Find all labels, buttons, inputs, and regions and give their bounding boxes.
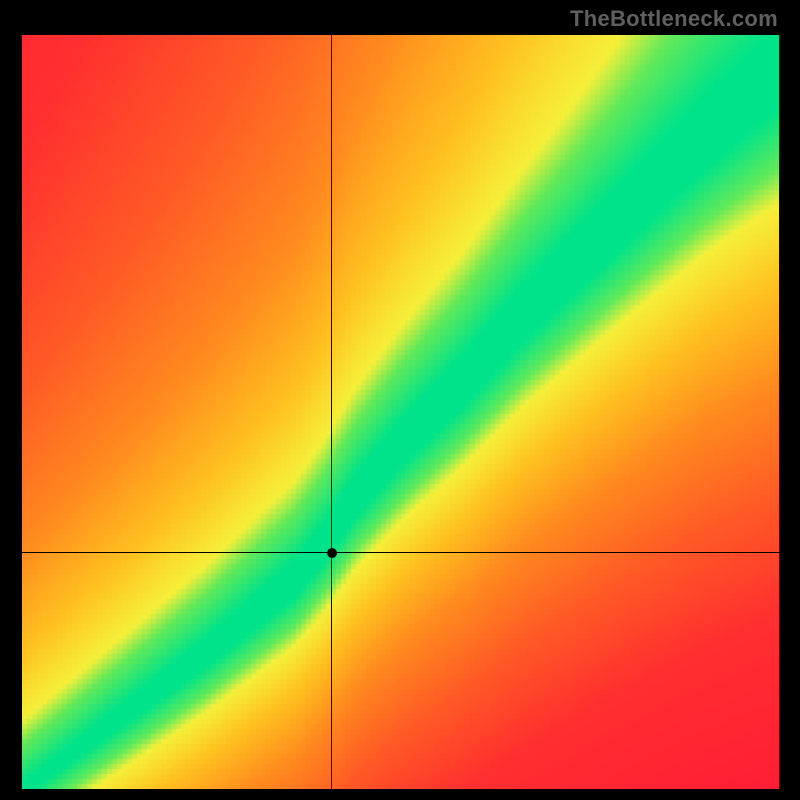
heatmap-plot-area xyxy=(22,35,779,789)
watermark-text: TheBottleneck.com xyxy=(570,6,778,32)
marker-dot xyxy=(327,548,337,558)
crosshair-horizontal xyxy=(22,552,779,553)
bottleneck-heatmap-canvas xyxy=(22,35,779,789)
crosshair-vertical xyxy=(331,35,332,789)
